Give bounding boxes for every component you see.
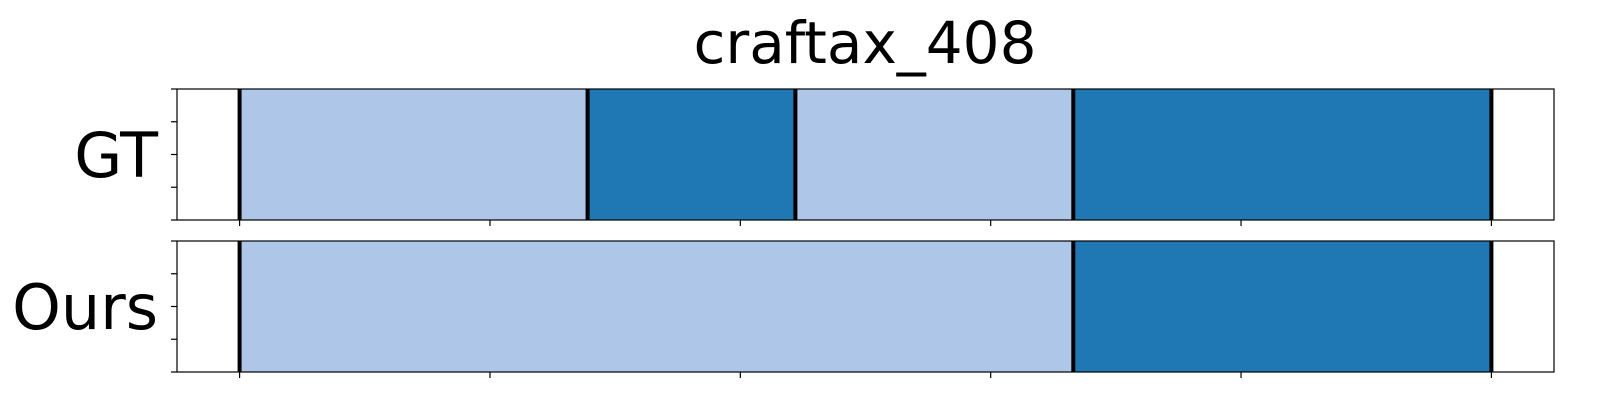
segment-bar [239,89,588,220]
segment-bar [1073,89,1492,220]
row-label: Ours [12,271,158,344]
segment-bar [239,241,1074,372]
chart-title: craftax_408 [694,9,1037,77]
segment-bar [1073,241,1492,372]
segment-bar [795,89,1074,220]
row-label: GT [74,119,159,192]
segment-bar [587,89,796,220]
